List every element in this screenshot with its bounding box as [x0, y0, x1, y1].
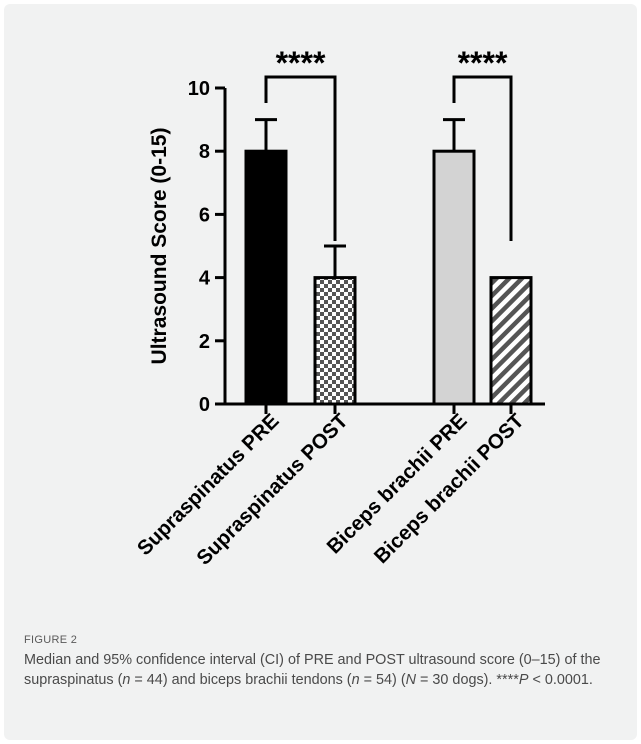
figure-caption-block: FIGURE 2 Median and 95% confidence inter… — [24, 634, 619, 690]
caption-segment: = 54) ( — [359, 672, 406, 688]
y-axis-label: Ultrasound Score (0-15) — [148, 128, 171, 365]
caption-segment: n — [351, 672, 360, 688]
y-tick-label: 2 — [199, 331, 210, 353]
significance-brackets: **** **** — [264, 45, 513, 241]
significance-label: **** — [458, 45, 508, 81]
y-tick-label: 0 — [199, 394, 210, 416]
bar — [432, 149, 476, 406]
error-bars — [255, 118, 465, 278]
figure-caption: Median and 95% confidence interval (CI) … — [24, 650, 619, 690]
bar — [244, 149, 288, 406]
figure-card: Ultrasound Score (0-15) 0 2 4 6 8 10 **** ****… — [4, 4, 637, 740]
caption-segment: = 30 dogs). **** — [416, 672, 519, 688]
caption-segment: n — [122, 672, 131, 688]
figure-label: FIGURE 2 — [24, 634, 78, 646]
bars — [244, 149, 533, 406]
y-tick-label: 6 — [199, 204, 210, 226]
significance-label: **** — [276, 45, 326, 81]
y-tick-label: 8 — [199, 141, 210, 163]
bar — [313, 276, 357, 406]
bar — [489, 276, 533, 406]
significance-bracket — [264, 75, 337, 241]
caption-segment: N — [405, 672, 417, 688]
y-tick-label: 4 — [199, 268, 211, 290]
caption-segment: = 44) and biceps brachii tendons ( — [130, 672, 352, 688]
significance-bracket — [452, 75, 513, 241]
y-tick-label: 10 — [188, 78, 210, 100]
caption-segment: < 0.0001. — [528, 672, 593, 688]
caption-segment: P — [518, 672, 529, 688]
caption-segment: Median and 95% confidence interval (CI) … — [24, 652, 601, 688]
